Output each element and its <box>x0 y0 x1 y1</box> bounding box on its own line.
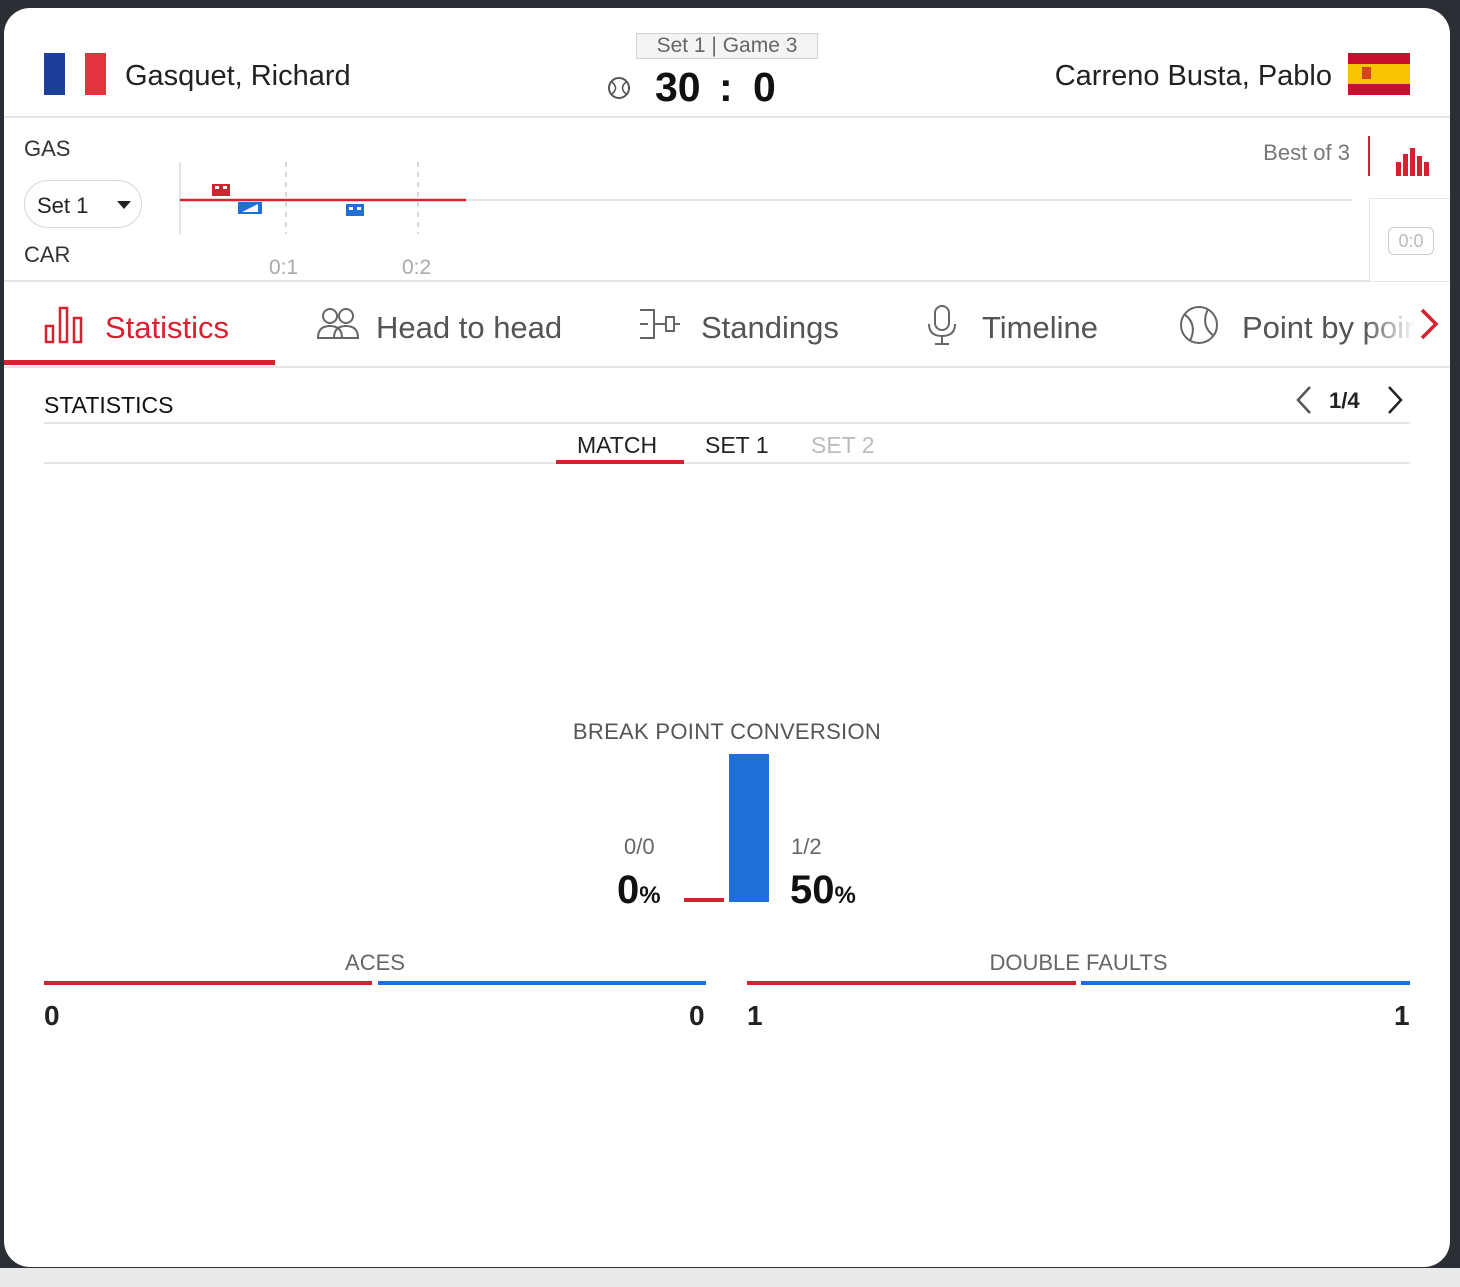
set-selector[interactable]: Set 1 <box>24 180 142 228</box>
bracket-icon <box>640 309 680 339</box>
tab-timeline[interactable]: Timeline <box>914 282 1144 366</box>
score-toggle-button[interactable]: 0:0 <box>1388 227 1434 255</box>
aces-away-value: 0 <box>689 1000 705 1031</box>
tab-label: Timeline <box>982 310 1098 345</box>
double-faults-title: DOUBLE FAULTS <box>989 950 1168 975</box>
double-faults-home-value: 1 <box>747 1000 763 1031</box>
home-player-name[interactable]: Gasquet, Richard <box>125 60 351 92</box>
aces-away-bar <box>378 981 706 985</box>
game-label: 0:2 <box>402 256 432 279</box>
away-player-name[interactable]: Carreno Busta, Pablo <box>1054 60 1332 92</box>
set-selector-label: Set 1 <box>37 193 89 218</box>
tab-label: Standings <box>701 310 839 345</box>
chevron-down-icon <box>117 201 131 209</box>
chevron-right-icon[interactable] <box>1384 384 1406 416</box>
divider <box>44 462 1410 464</box>
spain-flag-icon <box>1348 53 1410 95</box>
section-title: STATISTICS <box>44 392 174 418</box>
double-faults-away-bar <box>1081 981 1410 985</box>
serve-ball-icon <box>608 77 630 99</box>
score-separator: : <box>719 64 733 110</box>
bar-chart-icon <box>44 306 83 344</box>
double-faults-away-value: 1 <box>1394 1000 1410 1031</box>
divider <box>1368 136 1370 176</box>
chevron-right-icon[interactable] <box>1418 306 1440 342</box>
away-break-fraction: 1/2 <box>791 834 822 859</box>
aces-home-value: 0 <box>44 1000 60 1031</box>
tab-standings[interactable]: Standings <box>624 282 884 366</box>
bar-chart-icon[interactable] <box>1396 148 1430 176</box>
match-tracker: GAS Set 1 CAR 0:1 0:2 Best of 3 <box>4 118 1450 282</box>
best-of-label: Best of 3 <box>1263 140 1350 165</box>
people-icon <box>316 308 360 339</box>
scoreboard-header: Gasquet, Richard Set 1 | Game 3 30 : 0 C… <box>4 8 1450 118</box>
tab-statistics[interactable]: Statistics <box>4 282 275 366</box>
tennis-ball-icon <box>1180 306 1218 344</box>
set-game-label: Set 1 | Game 3 <box>636 33 818 59</box>
chevron-left-icon[interactable] <box>1294 384 1316 416</box>
side-panel: 0:0 <box>1369 198 1450 281</box>
tab-label: Head to head <box>376 310 563 345</box>
away-break-percent: 50% <box>790 868 856 912</box>
tab-head-to-head[interactable]: Head to head <box>294 282 584 366</box>
home-break-percent: 0% <box>617 868 661 912</box>
break-point-title: BREAK POINT CONVERSION <box>572 719 882 744</box>
home-game-score: 30 <box>655 64 701 110</box>
window-bottom-strip <box>0 1268 1460 1287</box>
divider <box>44 422 1410 424</box>
away-abbreviation: CAR <box>24 242 71 267</box>
home-abbreviation: GAS <box>24 136 71 161</box>
page-indicator: 1/4 <box>1329 388 1360 413</box>
double-faults-home-bar <box>747 981 1076 985</box>
momentum-chart <box>179 162 1352 234</box>
microphone-icon <box>928 305 956 345</box>
aces-title: ACES <box>345 950 405 975</box>
subtab-set-2: SET 2 <box>811 432 875 458</box>
active-tab-indicator <box>4 360 275 365</box>
away-break-bar <box>729 754 769 902</box>
tab-label: Statistics <box>105 310 230 345</box>
active-subtab-indicator <box>556 460 684 464</box>
match-widget: Gasquet, Richard Set 1 | Game 3 30 : 0 C… <box>4 8 1450 1267</box>
tab-bar: Statistics Head to head Standings <box>4 282 1450 368</box>
subtab-match[interactable]: MATCH <box>577 432 658 458</box>
france-flag-icon <box>44 53 107 95</box>
home-break-fraction: 0/0 <box>624 834 655 859</box>
subtab-set-1[interactable]: SET 1 <box>705 432 769 458</box>
home-break-bar <box>684 898 724 902</box>
away-game-score: 0 <box>753 64 776 110</box>
aces-home-bar <box>44 981 372 985</box>
game-label: 0:1 <box>269 256 299 279</box>
